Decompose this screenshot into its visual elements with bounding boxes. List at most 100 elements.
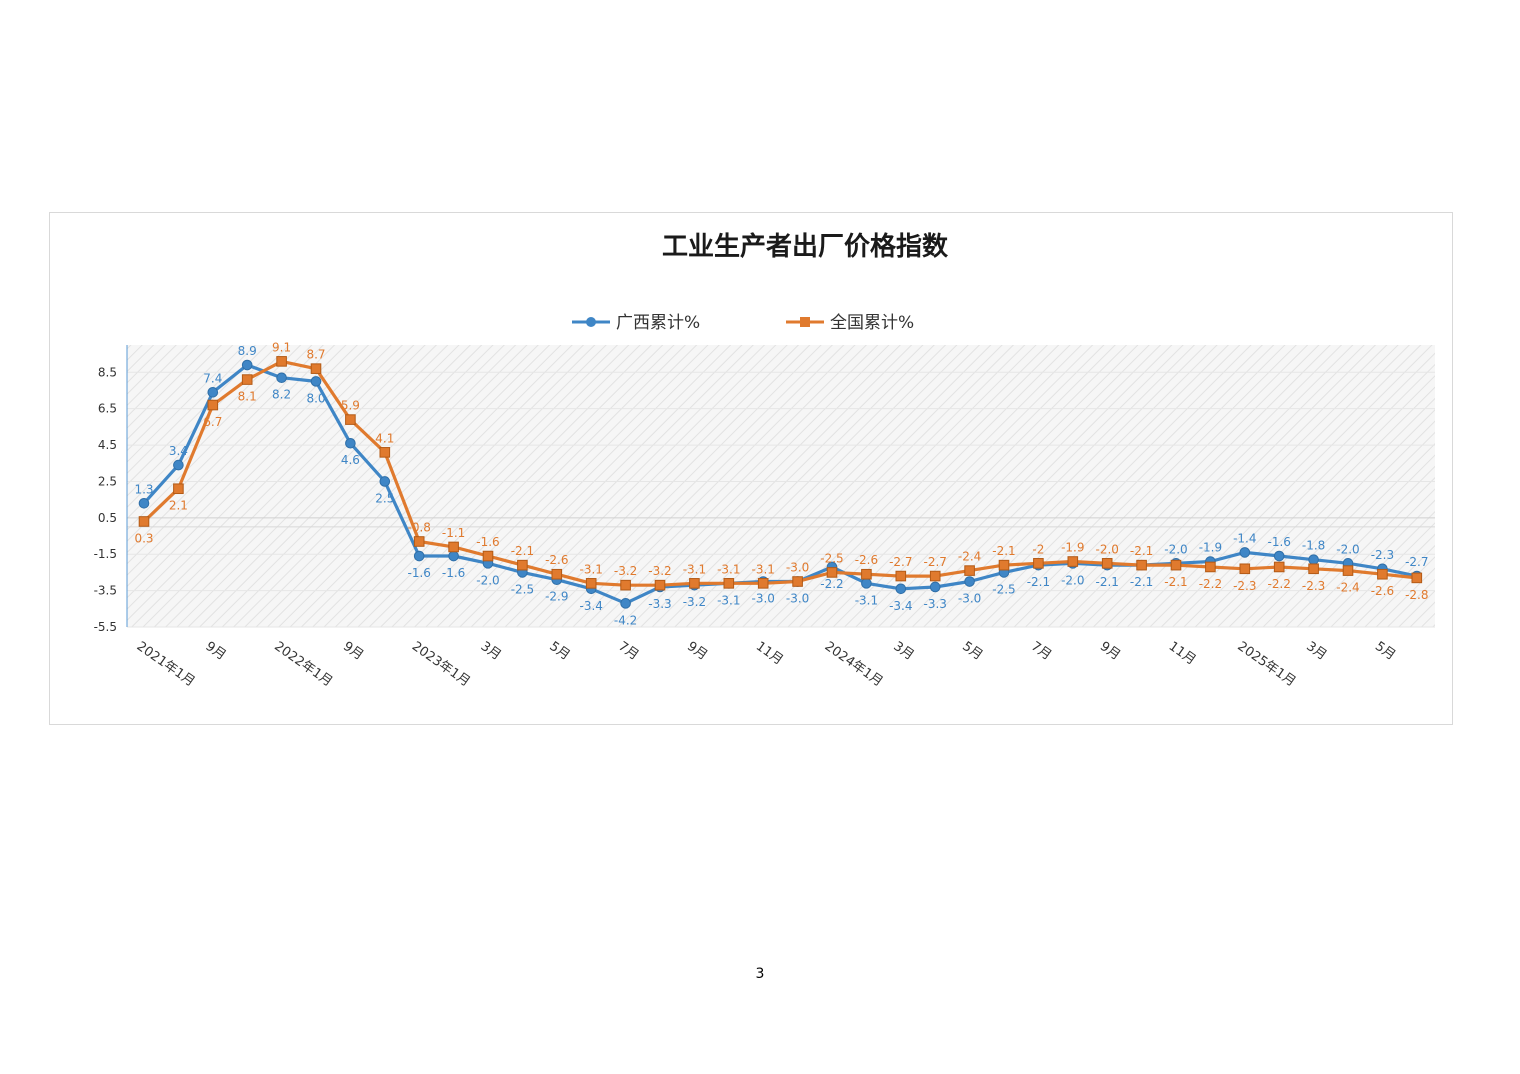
data-point — [1101, 558, 1113, 569]
data-point — [1067, 556, 1079, 567]
x-tick-label: 9月 — [1097, 639, 1123, 663]
y-axis-ticks: 8.5 6.5 4.5 2.5 0.5 -1.5 -3.5 -5.5 — [94, 365, 117, 634]
data-point — [929, 581, 941, 593]
data-label: -2.5 — [820, 551, 843, 565]
data-label: -2.2 — [820, 577, 843, 591]
data-point — [723, 578, 735, 589]
y-tick-label: -5.5 — [94, 620, 117, 634]
data-label: -3.0 — [751, 592, 774, 606]
data-label: 9.1 — [272, 340, 291, 354]
series-line — [142, 359, 1417, 587]
data-label: -2.5 — [511, 582, 534, 596]
x-tick-label: 9月 — [340, 639, 366, 663]
data-label: -1.6 — [407, 566, 430, 580]
data-label: -2.3 — [1302, 579, 1325, 593]
data-point — [138, 497, 150, 509]
data-point — [826, 567, 838, 578]
data-label: 2.1 — [169, 499, 188, 513]
data-point — [998, 559, 1010, 571]
data-label: -2.3 — [1233, 579, 1256, 593]
series-national: 0.3 2.1 6.7 8.1 9.1 8.7 5.9 4.1 -0.8 -1.1 -1.6 -2.1… — [134, 340, 1428, 602]
data-label: -2.0 — [1061, 573, 1084, 587]
data-label: -2.7 — [889, 555, 912, 569]
data-label: -0.8 — [407, 520, 430, 534]
grid-lines — [127, 371, 1435, 628]
y-tick-label: 0.5 — [98, 511, 117, 525]
data-label: -2.6 — [855, 553, 878, 567]
data-label: -3.1 — [717, 562, 740, 576]
data-point — [1033, 558, 1044, 569]
legend-label: 全国累计% — [830, 313, 914, 333]
data-label: -2.0 — [476, 573, 499, 587]
data-point — [1273, 561, 1285, 573]
y-tick-label: 6.5 — [98, 402, 117, 416]
legend-item: 全国累计% — [786, 313, 914, 333]
y-tick-label: -3.5 — [94, 584, 117, 598]
data-label: 7.4 — [203, 371, 222, 385]
data-point — [757, 578, 769, 589]
data-point — [895, 570, 907, 582]
data-label: 5.9 — [341, 399, 360, 413]
x-tick-label: 2025年1月 — [1235, 639, 1299, 690]
data-label: -3.1 — [683, 562, 706, 576]
data-label: -3.0 — [958, 592, 981, 606]
data-point — [620, 579, 631, 591]
data-point — [173, 483, 184, 495]
data-point — [1377, 568, 1388, 580]
data-point — [895, 583, 907, 595]
data-label: -2.0 — [1095, 542, 1118, 556]
data-label: -1.6 — [1267, 535, 1290, 549]
data-label: 8.7 — [306, 348, 325, 362]
x-tick-label: 7月 — [615, 639, 641, 663]
data-label: -3.3 — [648, 597, 671, 611]
data-label: 3.4 — [169, 444, 188, 458]
data-point — [1308, 554, 1319, 565]
data-label: -2.7 — [923, 555, 946, 569]
data-label: 6.7 — [203, 415, 222, 429]
data-label: -3.2 — [614, 564, 637, 578]
x-tick-label: 9月 — [684, 639, 710, 663]
data-point — [138, 516, 150, 527]
x-tick-label: 2022年1月 — [271, 639, 335, 690]
data-label: -2.4 — [958, 550, 981, 564]
data-point — [1136, 559, 1147, 571]
data-label: -1.1 — [442, 526, 465, 540]
data-label: -4.2 — [614, 613, 637, 627]
data-point — [345, 437, 356, 449]
data-point — [1239, 547, 1251, 558]
x-tick-label: 3月 — [891, 639, 917, 663]
data-label: -3.1 — [751, 562, 774, 576]
data-label: -2.3 — [1371, 548, 1394, 562]
data-label: -2.9 — [545, 590, 568, 604]
x-tick-label: 2021年1月 — [134, 639, 198, 690]
x-tick-label: 3月 — [478, 639, 504, 663]
data-label: 4.6 — [341, 453, 360, 467]
data-point — [654, 579, 666, 591]
data-point — [173, 459, 184, 471]
data-label: -2.7 — [1405, 555, 1428, 569]
data-point — [207, 387, 219, 398]
data-label: -2.0 — [1164, 542, 1187, 556]
data-point — [861, 578, 872, 589]
data-label: 8.1 — [238, 390, 257, 404]
y-tick-label: 8.5 — [98, 365, 117, 379]
data-label: -2 — [1032, 542, 1044, 556]
data-point — [585, 578, 597, 589]
data-label: -2.1 — [1164, 575, 1187, 589]
data-label: 4.1 — [375, 431, 394, 445]
data-point — [413, 550, 425, 562]
data-label: -2.4 — [1336, 581, 1359, 595]
data-point — [379, 476, 391, 487]
data-label: -2.1 — [1027, 575, 1050, 589]
x-tick-label: 9月 — [203, 639, 229, 663]
data-label: -3.4 — [579, 599, 602, 613]
x-tick-label: 11月 — [1166, 639, 1199, 668]
series-layer: 1.3 3.4 7.4 8.9 8.2 8.0 4.6 2.5 -1.6 -1.6 -2.0 -2.5… — [134, 340, 1428, 627]
data-label: -2.5 — [992, 582, 1015, 596]
data-label: 8.0 — [306, 391, 325, 405]
data-point — [1342, 565, 1354, 576]
data-label: -3.3 — [923, 597, 946, 611]
x-tick-label: 5月 — [547, 639, 573, 663]
data-point — [1273, 550, 1285, 562]
data-label: 2.5 — [375, 491, 394, 505]
